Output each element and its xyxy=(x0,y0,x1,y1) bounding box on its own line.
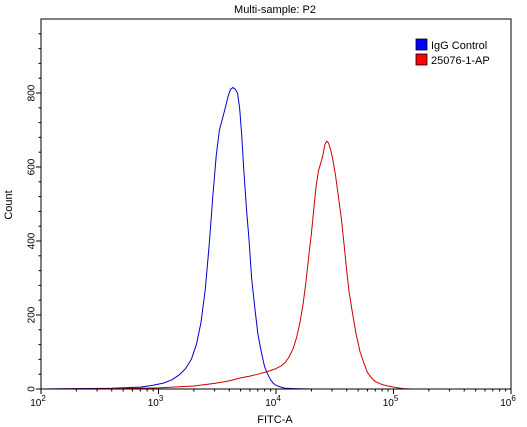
x-tick-label: 106 xyxy=(500,394,516,409)
y-axis-label: Count xyxy=(3,190,15,219)
x-tick-label-base: 10 xyxy=(500,398,512,409)
y-tick-label: 600 xyxy=(27,158,38,175)
legend-label-25076-1-ap: 25076-1-AP xyxy=(431,55,490,67)
x-tick-label: 104 xyxy=(265,394,281,409)
x-tick-label-exponent: 6 xyxy=(511,394,516,403)
series-lines xyxy=(40,87,511,390)
legend: IgG Control 25076-1-AP xyxy=(415,38,490,67)
x-tick-label-base: 10 xyxy=(148,398,160,409)
x-tick-label: 102 xyxy=(30,394,46,409)
y-tick-label: 200 xyxy=(27,306,38,323)
x-tick-label-base: 10 xyxy=(30,398,42,409)
x-tick-label-base: 10 xyxy=(265,398,277,409)
legend-swatch-igg-control xyxy=(415,38,428,51)
legend-swatch-25076-1-ap xyxy=(415,53,428,66)
series-line-igg-control xyxy=(40,87,511,390)
x-axis-label: FITC-A xyxy=(257,414,293,426)
x-tick-label: 105 xyxy=(383,394,399,409)
x-tick-label-base: 10 xyxy=(383,398,395,409)
x-tick-label-exponent: 5 xyxy=(394,394,399,403)
x-tick-label-exponent: 2 xyxy=(41,394,46,403)
x-tick-label: 103 xyxy=(148,394,164,409)
series-line-25076-1-ap xyxy=(40,140,511,390)
plot-frame xyxy=(40,18,512,390)
y-tick-label: 0 xyxy=(27,386,38,392)
y-tick-label: 400 xyxy=(27,232,38,249)
chart-title: Multi-sample: P2 xyxy=(234,4,316,16)
x-tick-label-exponent: 3 xyxy=(159,394,164,403)
y-tick-label: 800 xyxy=(27,84,38,101)
legend-label-igg-control: IgG Control xyxy=(431,40,487,52)
x-tick-label-exponent: 4 xyxy=(276,394,281,403)
